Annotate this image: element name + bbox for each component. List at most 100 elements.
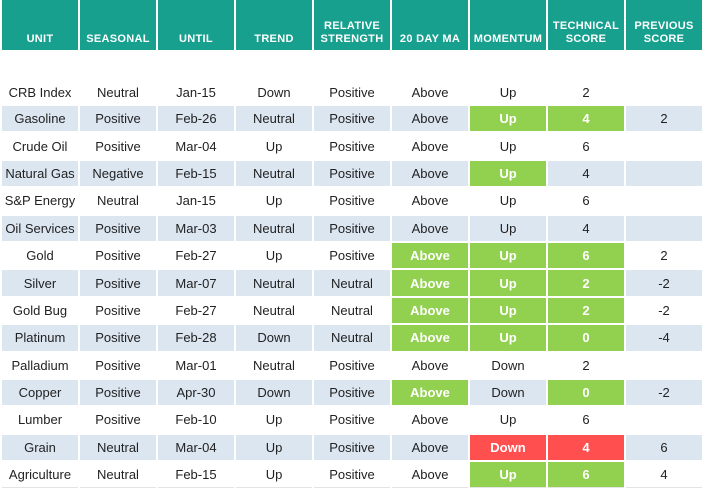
table-cell: Above [390,432,470,462]
table-cell: -2 [624,268,704,298]
column-header: UNTIL [156,0,236,51]
table-cell: Positive [312,350,392,380]
table-cell: Mar-04 [156,432,236,462]
table-cell: 6 [624,432,704,462]
table-cell: 0 [546,323,626,353]
table-cell: Positive [78,295,158,325]
table-cell: Up [468,158,548,188]
table-cell: 2 [546,268,626,298]
table-cell: Neutral [234,295,314,325]
table-cell: 6 [546,186,626,216]
table-cell: Positive [78,131,158,161]
column-header: RELATIVE STRENGTH [312,0,392,51]
table-cell: Positive [312,131,392,161]
table-cell [624,350,704,380]
table-cell: 4 [546,158,626,188]
table-cell: Positive [78,240,158,270]
table-cell: Up [234,432,314,462]
table-cell: Neutral [234,103,314,133]
table-cell: Silver [0,268,80,298]
table-cell: -4 [624,323,704,353]
table-cell [624,213,704,243]
table-cell: Above [390,50,470,106]
table-row: Crude Oil Positive Mar-04 Up Positive Above Up… [0,131,704,161]
table-cell: Feb-15 [156,460,236,488]
table-cell: Feb-15 [156,158,236,188]
table-row: Platinum Positive Feb-28 Down Neutral Above Up… [0,323,704,353]
table-cell: Up [234,240,314,270]
table-row: Gold Bug Positive Feb-27 Neutral Neutral Abov… [0,295,704,325]
column-header: TECHNICAL SCORE [546,0,626,51]
table-cell: Positive [312,240,392,270]
table-cell: 2 [546,295,626,325]
table-cell: Up [468,405,548,435]
table-cell: Positive [78,213,158,243]
table-cell [624,158,704,188]
table-cell: Above [390,295,470,325]
table-cell [624,405,704,435]
table-cell: Up [234,405,314,435]
table-cell: 4 [546,432,626,462]
table-cell: Above [390,350,470,380]
header-row: UNIT SEASONAL UNTIL TREND RELATIVE STRENGTH 2… [0,0,704,51]
table-cell [624,50,704,106]
table-cell: Lumber [0,405,80,435]
table-cell: 0 [546,377,626,407]
column-header: TREND [234,0,314,51]
table-cell: Positive [312,213,392,243]
table-cell: Up [234,186,314,216]
table-cell: 4 [546,103,626,133]
table-cell: 6 [546,240,626,270]
table-cell: Down [468,377,548,407]
table-cell: Up [468,213,548,243]
table-cell: Above [390,213,470,243]
table-cell: Mar-01 [156,350,236,380]
table-cell: Above [390,460,470,488]
table-cell: Positive [312,186,392,216]
table-cell: Positive [312,460,392,488]
table-cell: Positive [312,377,392,407]
table-row: Palladium Positive Mar-01 Neutral Positive Ab… [0,350,704,380]
table-row: Grain Neutral Mar-04 Up Positive Above Down 4 6 [0,432,704,462]
table-cell: Neutral [78,460,158,488]
table-cell: Jan-15 [156,186,236,216]
table-row: Natural Gas Negative Feb-15 Neutral Positive… [0,158,704,188]
table-cell: Up [234,131,314,161]
table-cell: Positive [312,50,392,106]
table-cell: Feb-27 [156,240,236,270]
table-cell: Natural Gas [0,158,80,188]
table-cell: Mar-03 [156,213,236,243]
table-cell: Up [468,460,548,488]
table-cell: Down [468,350,548,380]
table-cell: Down [234,323,314,353]
table-cell: Down [468,432,548,462]
table-cell: Neutral [234,158,314,188]
table-cell [624,186,704,216]
table-cell: Above [390,240,470,270]
table-cell: Down [234,50,314,106]
table-cell: Neutral [234,268,314,298]
table-cell: Feb-10 [156,405,236,435]
table-cell: Feb-28 [156,323,236,353]
table-cell: Jan-15 [156,50,236,106]
table-cell: Positive [312,405,392,435]
table-cell: Neutral [234,350,314,380]
table-cell: Positive [78,350,158,380]
table-cell: Platinum [0,323,80,353]
table-cell: Above [390,323,470,353]
table-cell: Above [390,131,470,161]
table-cell: Above [390,103,470,133]
table-cell: Apr-30 [156,377,236,407]
table-cell: Palladium [0,350,80,380]
table-cell: Neutral [78,50,158,106]
table-cell: Grain [0,432,80,462]
table-cell: Up [468,323,548,353]
table-cell: Positive [312,158,392,188]
table-cell: 6 [546,131,626,161]
table-cell: Up [234,460,314,488]
table-row: Copper Positive Apr-30 Down Positive Above Dow… [0,377,704,407]
table-cell: Positive [312,103,392,133]
table-row: Agriculture Neutral Feb-15 Up Positive Above U… [0,460,704,488]
